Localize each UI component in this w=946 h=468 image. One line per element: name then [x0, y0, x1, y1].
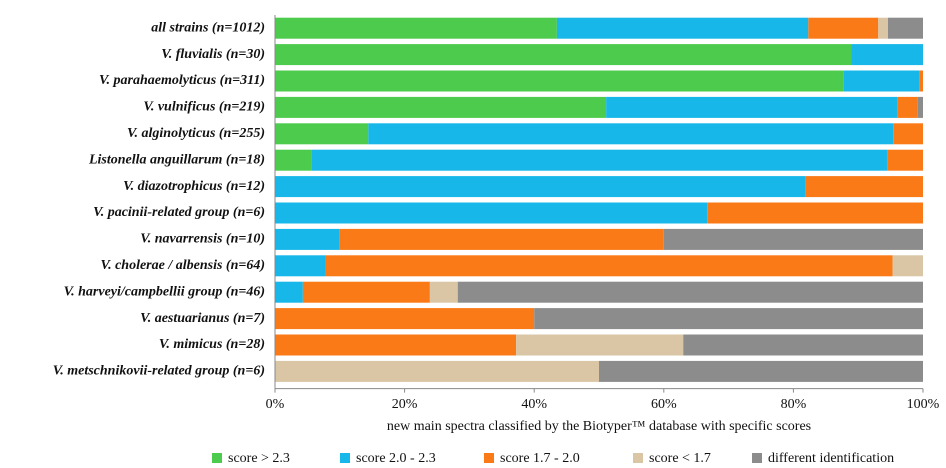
bar-segment	[893, 123, 923, 145]
y-tick-label: V. mimicus (n=28)	[159, 337, 265, 352]
y-tick-label: V. navarrensis (n=10)	[140, 232, 265, 247]
bar-segment	[275, 17, 557, 39]
x-axis-label: new main spectra classified by the Bioty…	[387, 419, 811, 434]
legend-swatch	[340, 453, 350, 463]
bar-segment	[808, 17, 879, 39]
bar-segment	[275, 123, 369, 145]
bar-segment	[275, 255, 326, 277]
bar-segment	[275, 281, 303, 303]
bar-segment	[599, 360, 923, 382]
legend-swatch	[633, 453, 643, 463]
y-tick-label: V. diazotrophicus (n=12)	[123, 179, 265, 194]
bar-segment	[275, 202, 708, 224]
bar-segment	[311, 149, 888, 171]
bar-segment	[888, 17, 923, 39]
bar-segment	[275, 44, 852, 66]
legend-label: score < 1.7	[649, 451, 711, 466]
legend-swatch	[484, 453, 494, 463]
bar-segment	[897, 96, 918, 118]
bar-segment	[843, 70, 920, 92]
y-tick-label: V. harveyi/campbellii group (n=46)	[64, 284, 265, 299]
legend-swatch	[212, 453, 222, 463]
legend-label: score 2.0 - 2.3	[356, 451, 436, 466]
bar-segment	[919, 70, 923, 92]
legend-label: different identification	[768, 451, 894, 466]
bar-segment	[339, 228, 664, 250]
bar-segment	[556, 17, 809, 39]
bar-segment	[707, 202, 923, 224]
bar-segment	[851, 44, 923, 66]
x-tick-label: 0%	[266, 397, 285, 412]
y-tick-label: V. parahaemolyticus (n=311)	[99, 73, 265, 88]
y-tick-label: Listonella anguillarum (n=18)	[88, 152, 265, 167]
bar-segment	[325, 255, 893, 277]
bar-segment	[534, 308, 923, 330]
x-tick-label: 40%	[521, 397, 547, 412]
bar-segment	[457, 281, 923, 303]
bar-segment	[429, 281, 458, 303]
bar-segment	[892, 255, 923, 277]
bar-segment	[516, 334, 684, 356]
y-tick-label: all strains (n=1012)	[151, 20, 265, 35]
bar-segment	[302, 281, 430, 303]
bar-segment	[275, 149, 312, 171]
bar-segment	[275, 96, 607, 118]
y-tick-label: V. alginolyticus (n=255)	[127, 126, 265, 141]
x-tick-label: 60%	[651, 397, 677, 412]
y-tick-label: V. fluvialis (n=30)	[161, 47, 265, 62]
bar-segment	[275, 228, 340, 250]
bar-segment	[275, 70, 844, 92]
x-tick-label: 80%	[781, 397, 807, 412]
bar-segment	[878, 17, 889, 39]
y-tick-label: V. cholerae / albensis (n=64)	[101, 258, 265, 273]
bar-segment	[805, 176, 923, 198]
bar-segment	[663, 228, 923, 250]
x-tick-label: 100%	[907, 397, 940, 412]
legend-label: score 1.7 - 2.0	[500, 451, 580, 466]
bar-segment	[275, 334, 517, 356]
bar-segment	[368, 123, 894, 145]
bar-segment	[275, 360, 599, 382]
y-tick-label: V. metschnikovii-related group (n=6)	[53, 364, 265, 379]
y-tick-label: V. pacinii-related group (n=6)	[93, 205, 265, 220]
bar-segment	[683, 334, 923, 356]
legend-swatch	[752, 453, 762, 463]
bar-segment	[887, 149, 923, 171]
bar-segment	[917, 96, 923, 118]
bar-segment	[275, 308, 535, 330]
bar-segment	[606, 96, 898, 118]
y-tick-label: V. vulnificus (n=219)	[143, 100, 265, 115]
legend-label: score > 2.3	[228, 451, 290, 466]
y-tick-label: V. aestuarianus (n=7)	[140, 311, 265, 326]
bar-segment	[275, 176, 806, 198]
x-tick-label: 20%	[392, 397, 418, 412]
